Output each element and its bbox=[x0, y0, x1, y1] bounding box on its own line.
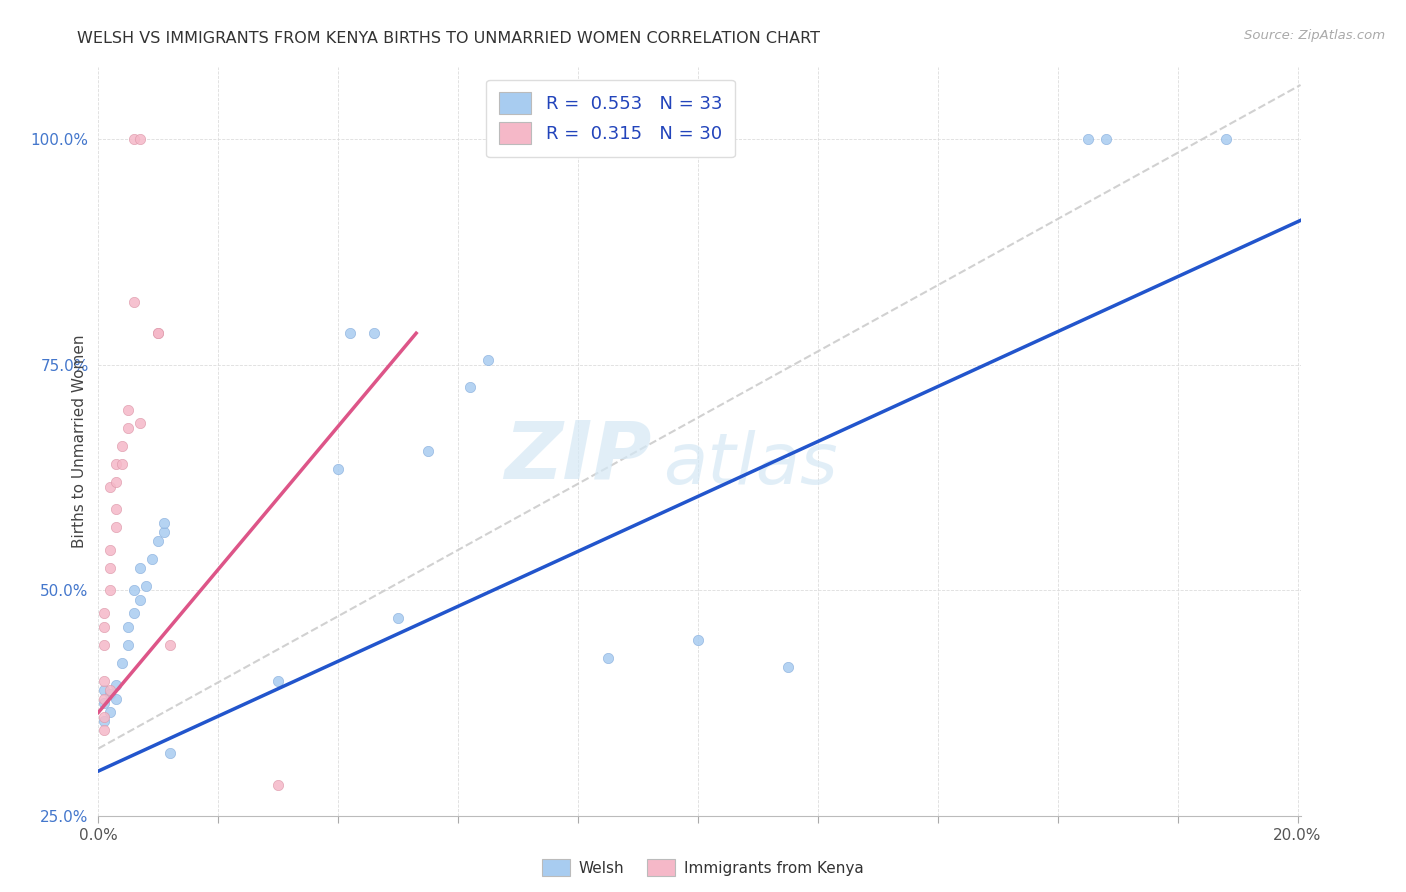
Point bbox=[129, 417, 152, 431]
Point bbox=[100, 561, 122, 575]
Point bbox=[93, 723, 115, 738]
Point bbox=[111, 439, 134, 453]
Point bbox=[117, 619, 139, 633]
Point bbox=[93, 619, 115, 633]
Point bbox=[387, 610, 409, 624]
Legend: R =  0.553   N = 33, R =  0.315   N = 30: R = 0.553 N = 33, R = 0.315 N = 30 bbox=[486, 79, 735, 157]
Point bbox=[93, 606, 115, 620]
Point bbox=[596, 651, 619, 665]
Point bbox=[129, 132, 152, 146]
Point bbox=[153, 516, 176, 530]
Legend: Welsh, Immigrants from Kenya: Welsh, Immigrants from Kenya bbox=[536, 853, 870, 882]
Point bbox=[148, 533, 170, 548]
Point bbox=[93, 638, 115, 652]
Point bbox=[418, 443, 440, 458]
Point bbox=[111, 656, 134, 670]
Point bbox=[105, 520, 128, 534]
Point bbox=[148, 326, 170, 341]
Text: ZIP: ZIP bbox=[503, 417, 651, 496]
Y-axis label: Births to Unmarried Women: Births to Unmarried Women bbox=[72, 334, 87, 549]
Point bbox=[363, 326, 385, 341]
Point bbox=[93, 710, 115, 724]
Point bbox=[124, 606, 146, 620]
Point bbox=[124, 583, 146, 598]
Point bbox=[159, 746, 181, 760]
Point bbox=[117, 421, 139, 435]
Point bbox=[129, 592, 152, 607]
Point bbox=[105, 457, 128, 471]
Point bbox=[153, 524, 176, 539]
Point bbox=[129, 561, 152, 575]
Point bbox=[93, 691, 115, 706]
Point bbox=[100, 480, 122, 494]
Point bbox=[328, 461, 350, 475]
Point bbox=[117, 403, 139, 417]
Point bbox=[105, 691, 128, 706]
Text: atlas: atlas bbox=[664, 430, 838, 499]
Point bbox=[1077, 132, 1099, 146]
Point bbox=[111, 457, 134, 471]
Point bbox=[1215, 132, 1237, 146]
Point bbox=[117, 638, 139, 652]
Point bbox=[141, 552, 163, 566]
Point bbox=[100, 706, 122, 720]
Point bbox=[267, 673, 290, 688]
Point bbox=[148, 326, 170, 341]
Point bbox=[105, 678, 128, 692]
Point bbox=[267, 778, 290, 792]
Point bbox=[93, 696, 115, 710]
Point bbox=[124, 132, 146, 146]
Point bbox=[686, 633, 709, 648]
Text: Source: ZipAtlas.com: Source: ZipAtlas.com bbox=[1244, 29, 1385, 42]
Point bbox=[100, 583, 122, 598]
Point bbox=[776, 660, 799, 674]
Text: WELSH VS IMMIGRANTS FROM KENYA BIRTHS TO UNMARRIED WOMEN CORRELATION CHART: WELSH VS IMMIGRANTS FROM KENYA BIRTHS TO… bbox=[77, 31, 820, 46]
Point bbox=[105, 502, 128, 516]
Point bbox=[100, 682, 122, 697]
Point bbox=[458, 380, 481, 394]
Point bbox=[100, 542, 122, 557]
Point bbox=[1094, 132, 1116, 146]
Point bbox=[93, 682, 115, 697]
Point bbox=[105, 475, 128, 490]
Point bbox=[159, 638, 181, 652]
Point bbox=[339, 326, 361, 341]
Point bbox=[135, 579, 157, 593]
Point bbox=[477, 353, 499, 368]
Point bbox=[93, 673, 115, 688]
Point bbox=[93, 714, 115, 729]
Point bbox=[124, 294, 146, 309]
Point bbox=[100, 687, 122, 701]
